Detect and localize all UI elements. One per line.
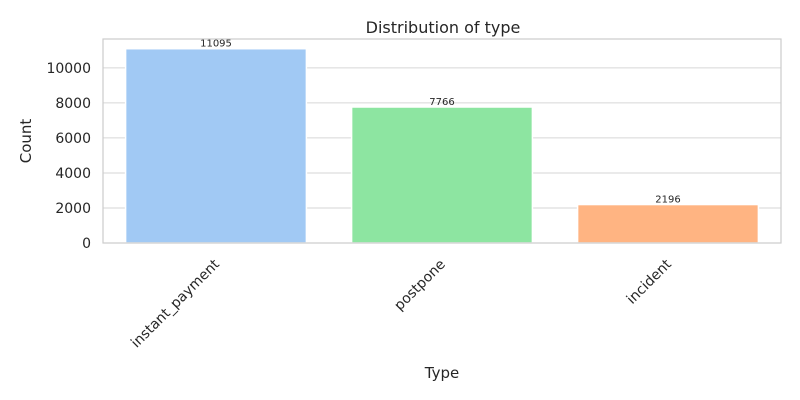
x-ticks: instant_payment postpone incident bbox=[128, 256, 675, 351]
chart-title: Distribution of type bbox=[366, 18, 521, 37]
plot-frame bbox=[102, 38, 782, 244]
bar-value-label: 7766 bbox=[429, 97, 454, 108]
x-tick-label: postpone bbox=[391, 257, 448, 314]
y-tick-label: 6000 bbox=[55, 131, 91, 147]
y-ticks: 0 2000 4000 6000 8000 10000 bbox=[46, 61, 91, 252]
bar-value-label: 2196 bbox=[655, 195, 680, 206]
bar-instant-payment bbox=[124, 47, 308, 244]
y-axis-label: Count bbox=[17, 119, 35, 164]
bars bbox=[124, 47, 760, 244]
x-axis-label: Type bbox=[424, 364, 459, 382]
y-tick-label: 8000 bbox=[55, 96, 91, 112]
data-labels: 11095 7766 2196 bbox=[200, 39, 681, 206]
y-tick-label: 4000 bbox=[55, 166, 91, 182]
x-tick-label: incident bbox=[624, 256, 675, 307]
y-tick-label: 2000 bbox=[55, 201, 91, 217]
bar-value-label: 11095 bbox=[200, 39, 232, 50]
y-tick-label: 0 bbox=[82, 236, 91, 252]
bar-incident bbox=[576, 203, 760, 244]
y-tick-label: 10000 bbox=[46, 61, 91, 77]
bar-postpone bbox=[350, 106, 534, 244]
x-tick-label: instant_payment bbox=[128, 256, 223, 351]
